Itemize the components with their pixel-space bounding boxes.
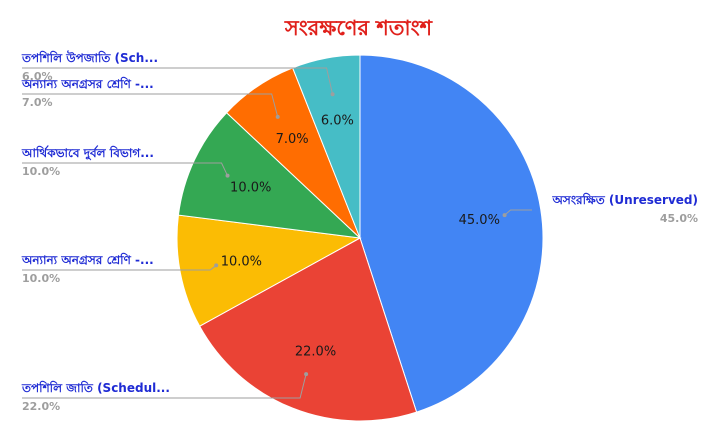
slice-legend-percent: 6.0% — [22, 70, 53, 83]
slice-value-label: 6.0% — [321, 113, 354, 128]
slice-value-label: 10.0% — [221, 255, 262, 270]
slice-legend-name: তপশিলি জাতি (Schedul... — [21, 380, 170, 395]
callout-line — [22, 162, 228, 176]
slice-value-label: 22.0% — [295, 344, 336, 359]
slice-legend-percent: 45.0% — [660, 212, 698, 225]
pie-slice — [177, 112, 362, 239]
slice-legend-percent: 10.0% — [22, 165, 60, 178]
callout-line — [22, 265, 217, 271]
callout-line — [504, 209, 532, 216]
slice-legend-name: তপশিলি উপজাতি (Sch... — [21, 50, 158, 65]
slice-legend-name: আর্থিকভাবে দুর্বল বিভাগ... — [21, 145, 154, 162]
slice-value-label: 45.0% — [459, 213, 500, 228]
pie-slice — [176, 214, 362, 327]
pie-slice — [359, 54, 544, 413]
callout-line — [22, 67, 334, 95]
chart-title: সংরক্ষণের শতাংশ — [284, 16, 433, 40]
pie-slice — [198, 237, 418, 422]
slice-legend-percent: 10.0% — [22, 272, 60, 285]
slice-legend-name: অসংরক্ষিত (Unreserved) — [552, 192, 699, 207]
slice-legend-percent: 22.0% — [22, 400, 60, 413]
slice-legend-percent: 7.0% — [22, 96, 53, 109]
slice-legend-name: অন্যান্য অনগ্রসর শ্রেণি -... — [21, 252, 154, 267]
callout-line — [22, 93, 279, 118]
callout-line — [22, 373, 307, 399]
slice-value-label: 10.0% — [230, 181, 271, 196]
slice-legend-name: অন্যান্য অনগ্রসর শ্রেণি -... — [21, 76, 154, 91]
slice-value-label: 7.0% — [276, 132, 309, 147]
